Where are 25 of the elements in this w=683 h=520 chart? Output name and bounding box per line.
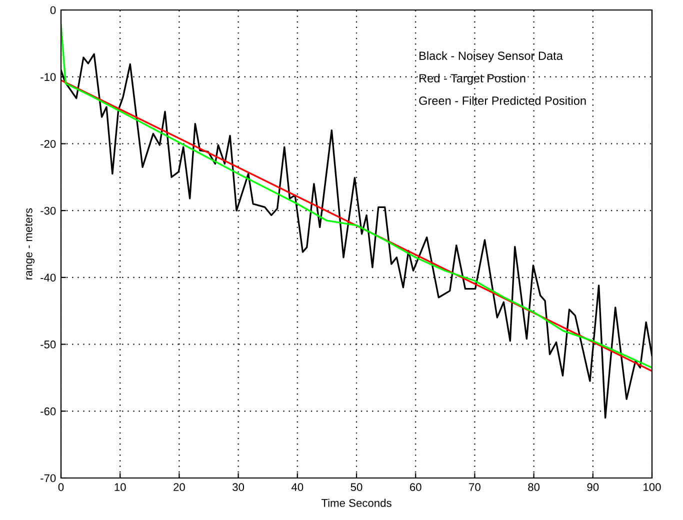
x-tick-label: 20 [174, 483, 185, 492]
x-tick-label: 10 [114, 483, 126, 492]
x-tick-label: 30 [232, 483, 244, 492]
annotation: Black - Noisey Sensor Data [420, 51, 563, 62]
annotation: Red - Target Postion [420, 74, 526, 85]
x-tick-label: 40 [291, 483, 304, 492]
annotation: Green - Filter Predicted Position [419, 96, 586, 105]
y-tick-label: -70 [40, 474, 56, 482]
y-tick-label: -30 [40, 206, 56, 215]
x-tick-label: 50 [350, 483, 362, 492]
y-tick-label: -20 [40, 140, 56, 148]
y-axis-title: range - meters [25, 208, 35, 280]
y-tick-label: -40 [40, 274, 56, 282]
x-tick-label: 0 [58, 483, 64, 492]
line-series [61, 24, 652, 369]
y-tick-label: -60 [40, 407, 56, 416]
x-tick-label: 80 [528, 483, 540, 492]
x-tick-label: 100 [644, 483, 661, 492]
y-tick-label: -50 [40, 340, 56, 348]
x-tick-label: 60 [410, 483, 422, 492]
y-tick-label: -10 [40, 73, 56, 81]
y-tick-label: 0 [50, 6, 56, 14]
x-tick-label: 90 [587, 483, 599, 492]
x-axis-title: Time Seconds [321, 498, 392, 507]
x-tick-label: 70 [469, 483, 480, 492]
